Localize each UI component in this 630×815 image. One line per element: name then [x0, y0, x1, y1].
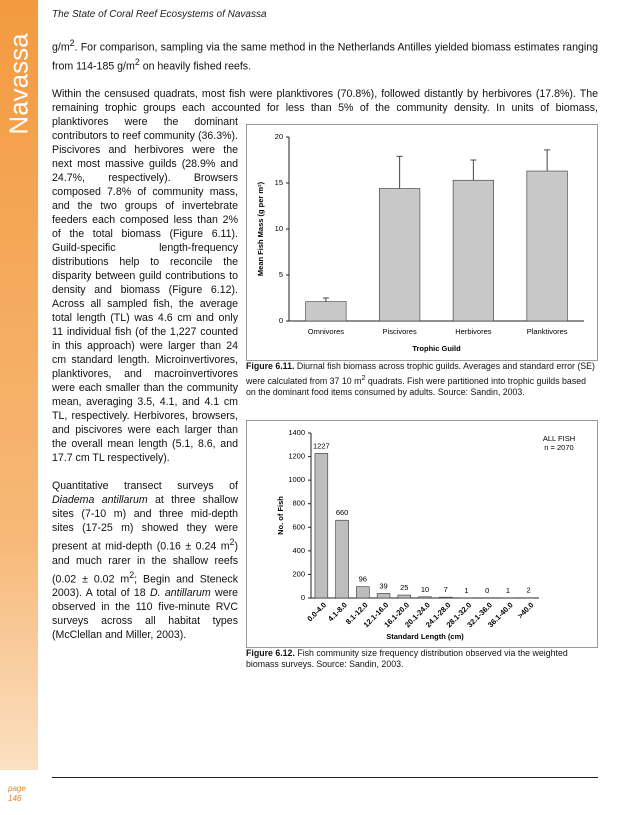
page-label: page 146 — [8, 784, 26, 804]
superscript: 2 — [129, 569, 135, 580]
x-tick-label: >40.0 — [516, 600, 536, 620]
x-axis-label: Trophic Guild — [412, 344, 461, 353]
bar — [526, 170, 568, 322]
y-tick-label: 1000 — [288, 475, 305, 484]
y-axis-label: No. of Fish — [276, 496, 285, 535]
superscript: 2 — [69, 38, 75, 48]
bar — [335, 519, 349, 599]
x-tick-label: Omnivores — [308, 327, 345, 336]
y-tick-label: 600 — [292, 522, 305, 531]
paragraph: g/m2. For comparison, sampling via the s… — [52, 36, 598, 73]
y-axis-label: Mean Fish Mass (g per m²) — [256, 181, 265, 276]
y-tick-label: 800 — [292, 499, 305, 508]
figures: 0 5 10 15 20 Omnivores Piscivores Herbivores Pla… — [246, 124, 598, 684]
value-label: 25 — [400, 583, 408, 592]
figure-label: Figure 6.11. — [246, 361, 295, 371]
x-tick-label: Herbivores — [455, 327, 492, 336]
error-bar — [396, 155, 403, 189]
paragraph: Within the censused quadrats, most fish … — [52, 87, 598, 465]
error-bar — [470, 159, 477, 181]
bar — [418, 596, 432, 599]
bar — [314, 453, 329, 599]
bar — [356, 586, 370, 599]
superscript: 2 — [134, 56, 140, 67]
y-tick-label: 0 — [301, 593, 305, 602]
error-bar — [322, 297, 329, 302]
x-tick-label: Piscivores — [383, 327, 417, 336]
italic-run: Diadema antillarum — [52, 494, 148, 507]
annotation: ALL FISH — [543, 434, 575, 443]
text-run: quadrats. Fish were partitioned into tro… — [246, 375, 587, 397]
body-text: 0 5 10 15 20 Omnivores Piscivores Herbivores Pla… — [52, 36, 598, 684]
text-run: g/m — [52, 41, 70, 54]
superscript: 2 — [361, 373, 366, 382]
figure-label: Figure 6.12. — [246, 647, 295, 658]
annotation: n = 2070 — [544, 443, 573, 452]
value-label: 1227 — [313, 441, 330, 450]
value-label: 660 — [336, 508, 349, 517]
x-tick-label: Planktivores — [527, 327, 568, 336]
figure-caption: Figure 6.11. Diurnal fish biomass across… — [246, 361, 598, 398]
value-label: 96 — [359, 575, 367, 584]
figure-caption: Figure 6.12. Fish community size frequen… — [246, 648, 598, 670]
paragraph: Quantitative transect surveys of Diadema… — [52, 479, 598, 642]
running-header: The State of Coral Reef Ecosystems of Na… — [52, 9, 267, 20]
y-tick-label: 20 — [275, 132, 283, 141]
text-run: were observed in the 110 five-minute RVC… — [52, 587, 239, 642]
footer-rule — [52, 777, 598, 778]
text-run: ; Begin and Steneck 2003). A total of 18 — [52, 573, 239, 600]
value-label: 7 — [444, 585, 448, 594]
value-label: 10 — [421, 585, 429, 594]
chart: 02004006008001000120014000.0-4.012274.1-… — [246, 419, 598, 648]
bar — [379, 188, 421, 322]
bar — [439, 596, 453, 599]
y-tick-label: 1200 — [288, 451, 305, 460]
text-run: Fish community size frequency distributi… — [246, 647, 568, 669]
bar — [452, 179, 494, 322]
x-tick-label: 0.0-4.0 — [305, 600, 328, 623]
y-tick-label: 10 — [275, 224, 283, 233]
text-run: on heavily fished reefs. — [139, 60, 252, 73]
value-label: 39 — [379, 581, 387, 590]
sidebar: Navassa — [0, 0, 38, 770]
y-tick-label: 400 — [292, 546, 305, 555]
y-tick-label: 200 — [292, 569, 305, 578]
y-tick-label: 15 — [275, 178, 283, 187]
bar — [376, 593, 391, 599]
y-tick-label: 5 — [279, 270, 283, 279]
value-label: 1 — [506, 586, 510, 595]
text-run: . For comparison, sampling via the same … — [52, 41, 598, 73]
value-label: 0 — [485, 586, 489, 595]
chart: 0 5 10 15 20 Omnivores Piscivores Herbivores Pla… — [246, 124, 598, 361]
text-run: ) and much rarer in the shallow reefs (0… — [52, 540, 238, 586]
y-tick-label: 1400 — [288, 428, 305, 437]
text-run: Within the censused quadrats, most fish … — [52, 88, 598, 465]
value-label: 1 — [464, 586, 468, 595]
x-axis-label: Standard Length (cm) — [386, 632, 464, 641]
page-number: 146 — [8, 794, 22, 803]
y-tick-label: 0 — [279, 316, 283, 325]
italic-run: D. antillarum — [149, 587, 211, 600]
page-word: page — [8, 784, 26, 793]
error-bar — [544, 149, 551, 172]
text-run: Diurnal fish biomass across trophic guil… — [246, 361, 595, 386]
paragraphs: g/m2. For comparison, sampling via the s… — [52, 36, 598, 642]
sidebar-title: Navassa — [3, 33, 34, 135]
superscript: 2 — [229, 537, 235, 548]
text-run: Quantitative transect surveys of — [52, 480, 238, 493]
text-run: at three shallow sites (7-10 m) and thre… — [52, 494, 238, 553]
value-label: 2 — [527, 586, 531, 595]
bar — [305, 301, 347, 322]
bar — [397, 594, 411, 599]
